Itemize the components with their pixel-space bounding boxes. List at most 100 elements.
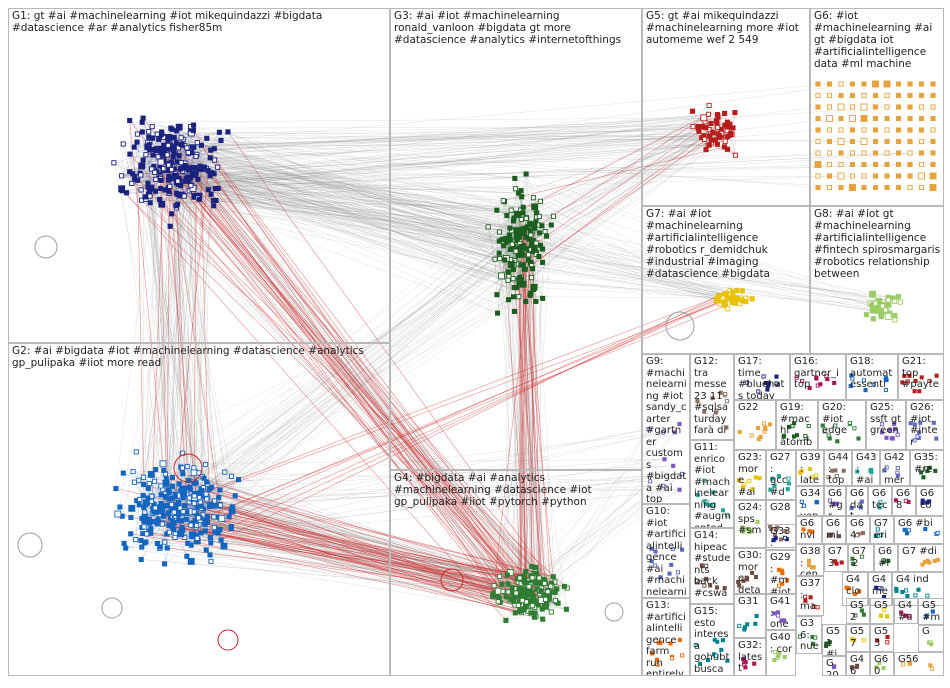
group-box-g29: G29: #m #iot [766,550,796,594]
edge [194,175,853,197]
group-box-g65: G6 nvi [796,516,822,544]
edge [160,546,529,591]
edge [521,279,725,300]
edge [169,147,195,493]
edge [504,259,528,583]
group-box-g24: G24: sps #sm [734,500,766,548]
edge [536,212,729,299]
edge [194,299,509,513]
edge [184,169,537,214]
edge [181,216,540,531]
edge [533,473,683,597]
edge [186,177,504,201]
edge [168,137,192,524]
edge [188,190,532,584]
edge [525,173,546,232]
group-box-g39: G39: late [796,450,824,486]
group-label: G52 [850,600,865,623]
edge [129,153,521,612]
group-box-g27: G27: gcc #dm [766,450,796,500]
edge [192,146,853,188]
edge [176,182,520,285]
group-label: G6 #io [878,546,893,571]
edge [167,163,546,584]
edge [219,132,554,217]
edge [215,200,543,250]
edge [163,515,535,618]
node-g1 [129,180,135,186]
edge [160,473,683,507]
edge [516,229,743,300]
edge [520,113,709,211]
edge [181,246,514,469]
edge [137,180,144,478]
group-box-g61: G6 #gr [824,486,846,516]
edge [207,170,532,614]
edge [163,153,189,161]
edge [137,133,865,142]
group-label: G21: top #payte [902,356,939,390]
edge [150,138,496,260]
edge [177,161,510,236]
edge [183,195,507,243]
edge [178,134,730,185]
edge [200,169,216,533]
edge [174,168,519,215]
edge [179,144,710,179]
edge [528,254,551,587]
edge [203,478,522,593]
edge [151,489,680,497]
edge [536,139,705,214]
edge [167,154,552,226]
edge [184,113,725,166]
edge [188,164,853,182]
edge [526,126,703,219]
edge [175,227,527,497]
group-label: G26: #iot #inter [910,402,938,448]
group-box-g62: G6 dat [846,486,868,516]
edge [160,176,551,593]
group-box-g3: G3: #ai #iot #machinelearning ronald_van… [390,8,642,470]
edge [538,114,709,226]
group-box-g4: G4: #bigdata #ai #analytics #machinelear… [390,470,642,676]
edge [191,152,524,233]
edge [175,232,540,507]
edge [526,227,738,302]
edge [513,278,746,299]
group-label: G68 [896,488,911,511]
edge [150,182,181,203]
group-box-g76: G [918,624,944,652]
edge [201,145,511,573]
edge [182,453,532,594]
edge [179,231,546,509]
edge [193,124,519,249]
edge [173,106,888,158]
group-label: G42: mer [884,452,905,486]
group-label: G16: gartner_i top [794,356,839,390]
edge [192,188,511,241]
edge [709,144,736,156]
edge [214,148,517,230]
group-label: G56 [898,654,919,665]
group-label: G51 #iot [826,626,841,656]
edge [171,169,515,312]
edge [523,135,705,208]
group-box-g37: G37: ma [796,576,824,616]
edge [190,177,547,596]
edge [208,189,533,252]
edge [528,225,552,594]
edge [142,117,521,597]
edge [195,156,537,605]
edge [159,135,198,508]
edge [539,459,665,591]
group-label: G41: one [770,596,791,630]
edge [125,546,142,549]
edge [521,228,537,604]
edge [198,249,521,497]
edge [519,227,528,612]
edge [166,497,532,567]
edge [162,220,514,524]
edge [188,168,204,510]
group-box-g15: G15: esto interesa gohubt busca [690,604,734,676]
edge [157,123,730,135]
